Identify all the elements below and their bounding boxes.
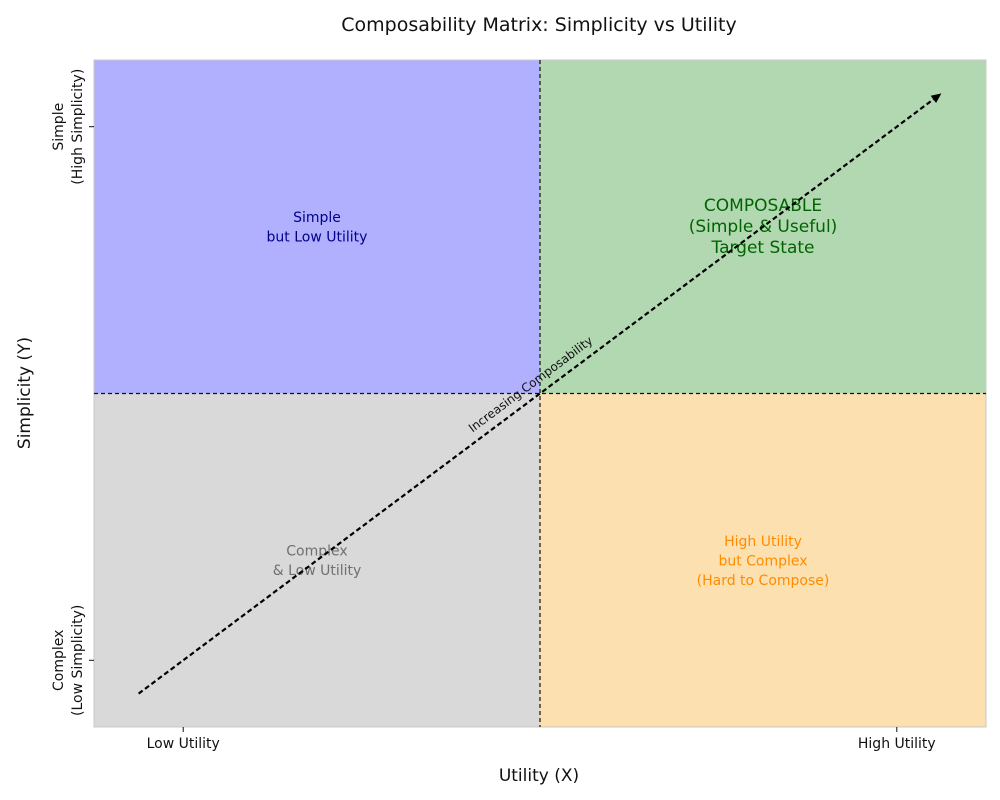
y-tick-label: Simple (High Simplicity) [51, 69, 86, 185]
x-tick-label: Low Utility [147, 736, 220, 752]
arrow-head [930, 93, 942, 103]
quadrant-bottom-right [540, 393, 986, 727]
quadrant-top-left [94, 60, 540, 394]
chart-title: Composability Matrix: Simplicity vs Util… [341, 14, 737, 36]
quadrant-label-top-left: Simple but Low Utility [267, 210, 368, 246]
y-axis-title: Simplicity (Y) [15, 337, 35, 449]
axis-ticks: Low Utility High Utility Complex (Low Simpl… [51, 69, 936, 752]
y-tick-label: Complex (Low Simplicity) [51, 605, 86, 716]
quadrant-label-bottom-right: High Utility but Complex (Hard to Compose) [697, 534, 830, 589]
x-tick-label: High Utility [858, 736, 936, 752]
arrow-line [137, 98, 935, 695]
x-axis-title: Utility (X) [499, 766, 579, 786]
dividers [94, 60, 986, 727]
